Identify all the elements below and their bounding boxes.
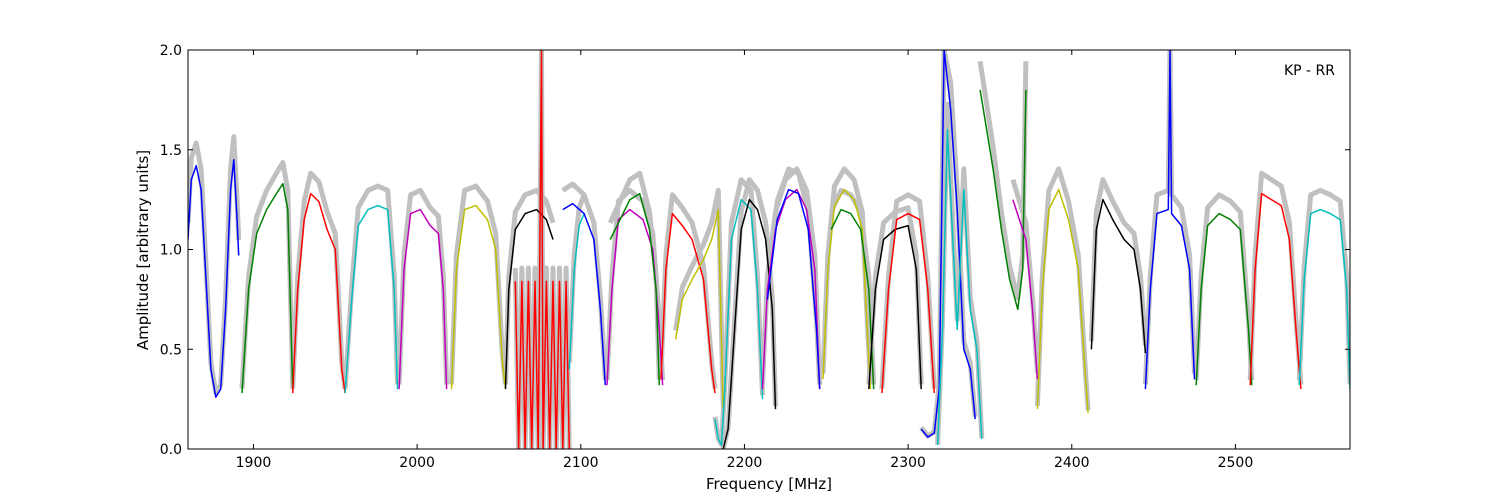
background-trace-27 <box>1088 177 1148 346</box>
series-line-7 <box>514 50 571 449</box>
series-line-22 <box>920 50 976 438</box>
series-line-15 <box>722 198 777 449</box>
series-line-28 <box>1144 50 1196 390</box>
y-tick-label: 1.5 <box>160 143 182 159</box>
y-axis-label: Amplitude [arbitrary units] <box>134 150 152 350</box>
series-line-5 <box>450 204 507 390</box>
background-trace-22 <box>919 50 978 439</box>
series-line-26 <box>1036 188 1089 414</box>
x-axis-ticks: 1900 2000 2100 2200 2300 2400 2500 <box>236 50 1254 471</box>
y-tick-label: 0.5 <box>160 342 182 358</box>
y-tick-label: 2.0 <box>160 43 182 59</box>
series-line-16 <box>761 188 821 390</box>
x-tick-label: 2000 <box>399 455 435 471</box>
y-axis-ticks: 0.0 0.5 1.0 1.5 2.0 <box>160 43 1350 458</box>
background-trace-4 <box>396 187 450 385</box>
series-line-17 <box>766 188 821 390</box>
series-line-29 <box>1195 212 1253 386</box>
background-trace-24 <box>977 60 1029 301</box>
panel-annotation: KP - RR <box>1284 63 1335 79</box>
background-trace-28 <box>1142 50 1197 385</box>
background-trace-21 <box>879 192 937 389</box>
series-line-0 <box>188 158 240 398</box>
x-axis-label: Frequency [MHz] <box>706 475 832 493</box>
series-line-24 <box>979 89 1027 311</box>
background-trace-30 <box>1247 170 1304 385</box>
series-line-1 <box>241 182 294 394</box>
x-tick-label: 2100 <box>563 455 599 471</box>
series-line-11 <box>609 192 661 386</box>
series-line-18 <box>822 188 872 390</box>
series-line-19 <box>830 208 875 390</box>
y-tick-label: 0.0 <box>160 442 182 458</box>
series-line-2 <box>291 192 346 394</box>
series-line-21 <box>881 212 936 394</box>
series-line-30 <box>1249 192 1302 390</box>
series-line-6 <box>504 208 554 390</box>
series-line-8 <box>568 213 585 370</box>
series-group <box>188 50 1350 449</box>
x-tick-label: 2500 <box>1218 455 1254 471</box>
background-trace-11 <box>607 170 662 381</box>
background-trace-3 <box>342 183 400 389</box>
series-line-14 <box>714 198 764 446</box>
background-trace-6 <box>503 187 556 385</box>
x-tick-label: 1900 <box>236 455 272 471</box>
series-line-27 <box>1090 198 1147 354</box>
series-line-23 <box>936 129 983 446</box>
series-line-12 <box>660 212 716 394</box>
background-trace-29 <box>1193 192 1255 381</box>
series-line-31 <box>1298 208 1350 390</box>
x-tick-label: 2400 <box>1054 455 1090 471</box>
series-line-13 <box>674 208 724 410</box>
background-trace-31 <box>1296 187 1350 385</box>
background-trace-13 <box>673 187 726 406</box>
x-tick-label: 2300 <box>890 455 926 471</box>
y-tick-label: 1.0 <box>160 243 182 259</box>
series-line-4 <box>398 208 448 390</box>
series-line-3 <box>344 204 399 394</box>
series-line-25 <box>1012 199 1039 380</box>
series-line-10 <box>606 208 664 386</box>
x-tick-label: 2200 <box>727 455 763 471</box>
series-line-9 <box>562 202 607 386</box>
